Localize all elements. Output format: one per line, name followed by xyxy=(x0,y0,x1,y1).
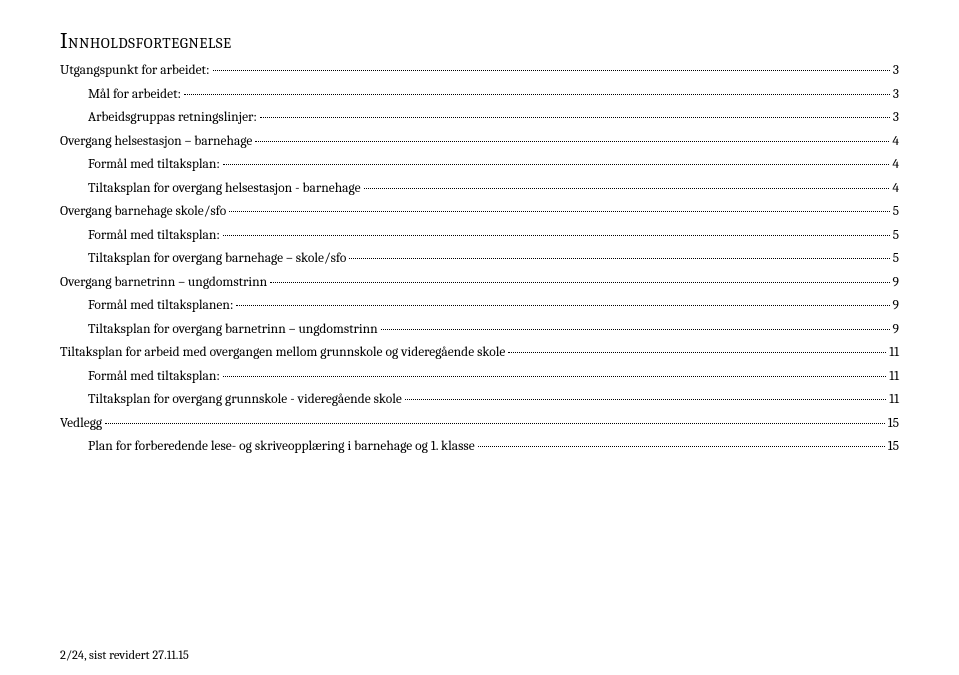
toc-leader-dots xyxy=(270,282,889,283)
toc-leader-dots xyxy=(349,258,889,259)
toc-entry-label: Tiltaksplan for arbeid med overgangen me… xyxy=(60,346,505,360)
toc-entry: Vedlegg 15 xyxy=(60,417,899,431)
toc-entry: Tiltaksplan for overgang helsestasjon - … xyxy=(60,182,899,196)
toc-entry: Overgang barnetrinn – ungdomstrinn 9 xyxy=(60,276,899,290)
toc-entry-page: 3 xyxy=(893,88,899,102)
toc-entry: Overgang barnehage skole/sfo 5 xyxy=(60,205,899,219)
toc-entry-label: Vedlegg xyxy=(60,417,102,431)
toc-entry-page: 5 xyxy=(893,252,899,266)
toc-entry-page: 11 xyxy=(889,346,899,360)
toc-leader-dots xyxy=(184,94,890,95)
toc-leader-dots xyxy=(405,399,886,400)
toc-entry: Formål med tiltaksplan: 11 xyxy=(60,370,899,384)
toc-entry-page: 11 xyxy=(889,393,899,407)
toc-entry-label: Overgang barnetrinn – ungdomstrinn xyxy=(60,276,267,290)
toc-leader-dots xyxy=(478,446,885,447)
toc-entry: Formål med tiltaksplan: 5 xyxy=(60,229,899,243)
toc-leader-dots xyxy=(364,188,890,189)
toc-leader-dots xyxy=(260,117,890,118)
toc-entry: Formål med tiltaksplan: 4 xyxy=(60,158,899,172)
toc-entry-label: Plan for forberedende lese- og skriveopp… xyxy=(88,440,475,454)
toc-entry: Plan for forberedende lese- og skriveopp… xyxy=(60,440,899,454)
toc-entry-page: 11 xyxy=(889,370,899,384)
toc-entry-label: Tiltaksplan for overgang barnehage – sko… xyxy=(88,252,346,266)
toc-entry: Tiltaksplan for overgang barnetrinn – un… xyxy=(60,323,899,337)
toc-leader-dots xyxy=(236,305,889,306)
toc-entry: Formål med tiltaksplanen: 9 xyxy=(60,299,899,313)
toc-entry-page: 9 xyxy=(893,299,899,313)
toc-entry: Mål for arbeidet: 3 xyxy=(60,88,899,102)
toc-entry-label: Tiltaksplan for overgang helsestasjon - … xyxy=(88,182,361,196)
toc-entry-page: 9 xyxy=(893,323,899,337)
toc-list: Utgangspunkt for arbeidet:3Mål for arbei… xyxy=(60,64,899,454)
toc-entry-page: 9 xyxy=(893,276,899,290)
toc-leader-dots xyxy=(223,235,890,236)
toc-entry: Utgangspunkt for arbeidet: 3 xyxy=(60,64,899,78)
toc-entry: Arbeidsgruppas retningslinjer: 3 xyxy=(60,111,899,125)
toc-entry-label: Formål med tiltaksplan: xyxy=(88,158,220,172)
toc-entry-label: Formål med tiltaksplan: xyxy=(88,229,220,243)
toc-entry: Tiltaksplan for overgang barnehage – sko… xyxy=(60,252,899,266)
toc-entry: Tiltaksplan for overgang grunnskole - vi… xyxy=(60,393,899,407)
page: Innholdsfortegnelse Utgangspunkt for arb… xyxy=(0,0,959,675)
toc-leader-dots xyxy=(223,376,886,377)
toc-entry-page: 5 xyxy=(893,229,899,243)
toc-entry-label: Mål for arbeidet: xyxy=(88,88,181,102)
toc-entry-label: Utgangspunkt for arbeidet: xyxy=(60,64,210,78)
toc-leader-dots xyxy=(229,211,889,212)
toc-entry-page: 4 xyxy=(892,135,899,149)
toc-entry-page: 5 xyxy=(893,205,899,219)
footer-text: 2/24, sist revidert 27.11.15 xyxy=(60,649,189,663)
toc-entry-page: 3 xyxy=(893,111,899,125)
toc-entry-page: 15 xyxy=(888,440,899,454)
toc-entry-label: Tiltaksplan for overgang barnetrinn – un… xyxy=(88,323,378,337)
toc-entry-page: 4 xyxy=(892,182,899,196)
toc-leader-dots xyxy=(381,329,890,330)
toc-entry-label: Formål med tiltaksplanen: xyxy=(88,299,233,313)
toc-leader-dots xyxy=(213,70,890,71)
toc-entry-label: Formål med tiltaksplan: xyxy=(88,370,220,384)
toc-leader-dots xyxy=(223,164,889,165)
toc-entry-label: Overgang helsestasjon – barnehage xyxy=(60,135,252,149)
toc-leader-dots xyxy=(105,423,885,424)
toc-entry-label: Tiltaksplan for overgang grunnskole - vi… xyxy=(88,393,402,407)
page-title: Innholdsfortegnelse xyxy=(60,28,899,54)
toc-entry-label: Arbeidsgruppas retningslinjer: xyxy=(88,111,257,125)
toc-entry-label: Overgang barnehage skole/sfo xyxy=(60,205,226,219)
toc-entry-page: 4 xyxy=(892,158,899,172)
toc-entry-page: 3 xyxy=(893,64,899,78)
toc-entry: Overgang helsestasjon – barnehage 4 xyxy=(60,135,899,149)
toc-entry-page: 15 xyxy=(888,417,899,431)
toc-leader-dots xyxy=(255,141,889,142)
toc-entry: Tiltaksplan for arbeid med overgangen me… xyxy=(60,346,899,360)
toc-leader-dots xyxy=(508,352,886,353)
